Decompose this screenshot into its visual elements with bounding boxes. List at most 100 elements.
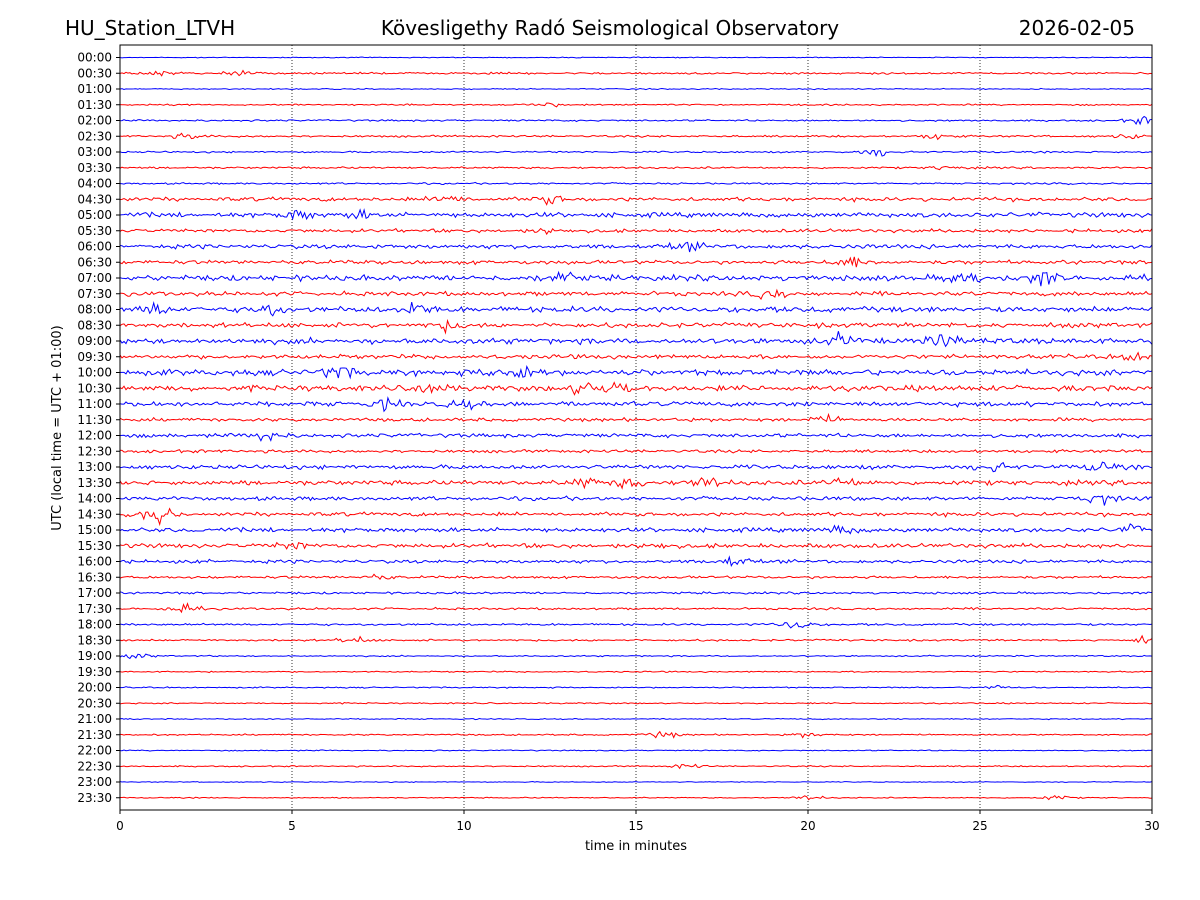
trace-row-1100 <box>119 396 1153 413</box>
y-tick-label: 06:30 <box>77 255 112 269</box>
trace-row-0830 <box>119 318 1153 335</box>
y-tick-label: 11:30 <box>77 413 112 427</box>
trace-row-0530 <box>119 227 1153 236</box>
grid-lines <box>291 45 981 810</box>
y-tick-label: 07:30 <box>77 287 112 301</box>
y-tick-label: 03:00 <box>77 145 112 159</box>
trace-row-0900 <box>119 331 1153 348</box>
trace-row-0400 <box>119 181 1153 186</box>
trace-row-1730 <box>119 602 1153 614</box>
trace-row-0600 <box>119 240 1153 253</box>
y-tick-label: 07:00 <box>77 271 112 285</box>
y-tick-label: 02:30 <box>77 129 112 143</box>
y-tick-label: 08:00 <box>77 303 112 317</box>
y-tick-label: 22:30 <box>77 759 112 773</box>
y-tick-label: 11:00 <box>77 397 112 411</box>
trace-row-0430 <box>119 195 1153 206</box>
trace-row-1900 <box>119 653 1153 660</box>
chart-title: Kövesligethy Radó Seismological Observat… <box>381 16 839 40</box>
y-tick-label: 17:00 <box>77 586 112 600</box>
y-tick-label: 23:30 <box>77 791 112 805</box>
y-tick-label: 14:00 <box>77 492 112 506</box>
y-tick-label: 23:00 <box>77 775 112 789</box>
y-tick-label: 18:30 <box>77 633 112 647</box>
trace-row-1030 <box>119 381 1153 396</box>
y-tick-label: 19:30 <box>77 665 112 679</box>
y-tick-label: 13:30 <box>77 476 112 490</box>
y-tick-label: 09:30 <box>77 350 112 364</box>
trace-row-0130 <box>119 102 1153 108</box>
trace-row-0800 <box>119 300 1153 317</box>
y-tick-label: 18:00 <box>77 618 112 632</box>
trace-rows <box>119 56 1153 801</box>
trace-row-2000 <box>119 684 1153 690</box>
trace-row-2200 <box>119 749 1153 752</box>
trace-row-2230 <box>119 763 1153 770</box>
trace-row-0700 <box>119 270 1153 287</box>
x-tick-label: 30 <box>1144 819 1159 833</box>
x-tick-label: 5 <box>288 819 296 833</box>
y-tick-label: 20:00 <box>77 681 112 695</box>
y-tick-label: 06:00 <box>77 240 112 254</box>
y-tick-label: 10:00 <box>77 366 112 380</box>
station-name: HU_Station_LTVH <box>65 16 235 40</box>
trace-row-1930 <box>119 670 1153 674</box>
trace-row-0630 <box>119 256 1153 268</box>
trace-row-0200 <box>119 115 1153 126</box>
y-tick-label: 09:00 <box>77 334 112 348</box>
trace-row-0300 <box>119 150 1153 158</box>
y-tick-label: 14:30 <box>77 507 112 521</box>
y-tick-label: 08:30 <box>77 318 112 332</box>
y-tick-label: 17:30 <box>77 602 112 616</box>
trace-row-1130 <box>119 412 1153 423</box>
y-tick-label: 02:00 <box>77 114 112 128</box>
y-tick-label: 03:30 <box>77 161 112 175</box>
trace-row-1830 <box>119 634 1153 645</box>
y-tick-label: 21:30 <box>77 728 112 742</box>
trace-row-1500 <box>119 523 1153 535</box>
trace-row-1630 <box>119 573 1153 581</box>
x-tick-label: 20 <box>800 819 815 833</box>
trace-row-1330 <box>119 477 1153 490</box>
trace-row-2130 <box>119 730 1153 739</box>
y-tick-label: 19:00 <box>77 649 112 663</box>
y-tick-label: 15:00 <box>77 523 112 537</box>
chart-date: 2026-02-05 <box>1019 16 1135 40</box>
y-tick-label: 22:00 <box>77 744 112 758</box>
trace-row-0000 <box>119 56 1153 59</box>
trace-row-1600 <box>119 555 1153 567</box>
y-tick-label: 16:30 <box>77 570 112 584</box>
y-tick-label: 05:30 <box>77 224 112 238</box>
trace-row-0930 <box>119 351 1153 362</box>
trace-row-1300 <box>119 461 1153 473</box>
y-tick-label: 00:00 <box>77 51 112 65</box>
trace-row-0500 <box>119 208 1153 221</box>
trace-row-2300 <box>119 781 1153 784</box>
y-tick-label: 05:00 <box>77 208 112 222</box>
trace-row-0030 <box>119 69 1153 77</box>
y-tick-label: 04:00 <box>77 177 112 191</box>
trace-row-1700 <box>119 590 1153 595</box>
trace-row-1430 <box>119 507 1153 527</box>
x-tick-labels: 0 5 10 15 20 25 30 <box>116 810 1160 833</box>
trace-row-1230 <box>119 448 1153 454</box>
trace-row-2330 <box>119 794 1153 801</box>
y-tick-label: 10:30 <box>77 381 112 395</box>
y-tick-label: 16:00 <box>77 555 112 569</box>
plot-frame <box>119 44 1153 811</box>
x-tick-label: 15 <box>628 819 643 833</box>
trace-row-1400 <box>119 495 1153 506</box>
trace-row-1800 <box>119 621 1153 629</box>
trace-row-2100 <box>119 717 1153 721</box>
y-tick-label: 12:00 <box>77 429 112 443</box>
y-tick-label: 15:30 <box>77 539 112 553</box>
y-tick-label: 01:30 <box>77 98 112 112</box>
x-axis-label: time in minutes <box>585 839 687 854</box>
trace-row-0330 <box>119 165 1153 171</box>
y-tick-label: 20:30 <box>77 696 112 710</box>
y-tick-label: 04:30 <box>77 192 112 206</box>
y-tick-label: 01:00 <box>77 82 112 96</box>
y-tick-label: 13:00 <box>77 460 112 474</box>
